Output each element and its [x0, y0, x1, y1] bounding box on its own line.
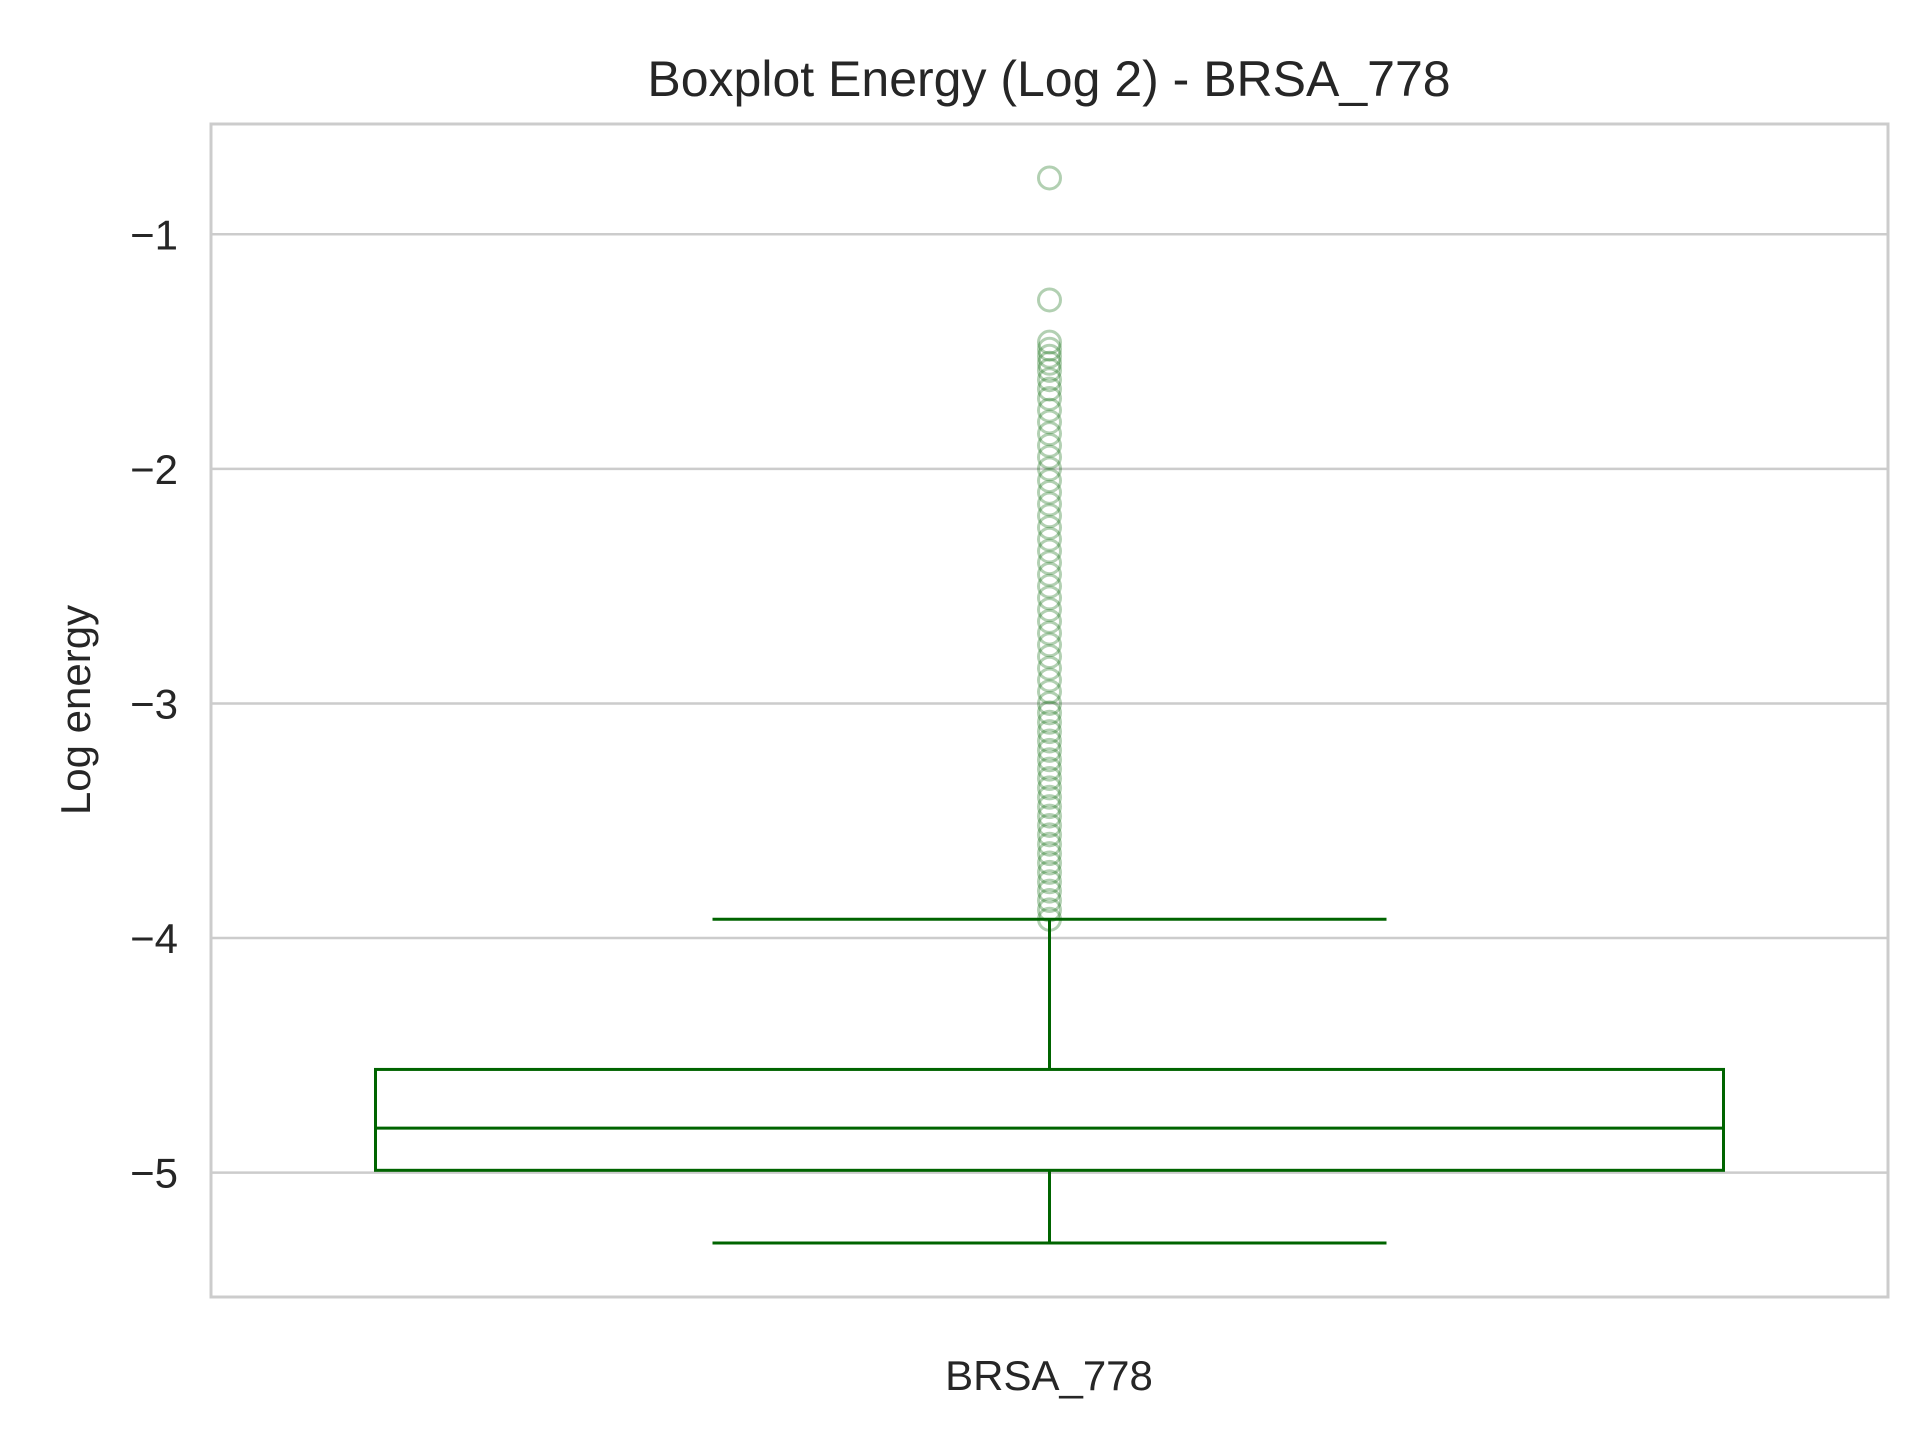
outlier-point	[1037, 850, 1062, 876]
y-tick-label: −3	[130, 680, 178, 727]
outlier-point	[1037, 409, 1062, 435]
outlier-point	[1037, 526, 1062, 552]
outlier-point	[1037, 357, 1062, 383]
outlier-point	[1037, 336, 1062, 362]
outlier-point	[1037, 620, 1062, 646]
outlier-point	[1037, 376, 1062, 402]
outlier-point	[1037, 841, 1062, 867]
outlier-point	[1037, 468, 1062, 494]
outlier-point	[1037, 479, 1062, 505]
outlier-point	[1037, 667, 1062, 693]
outlier-point	[1037, 421, 1062, 447]
y-tick-label: −5	[130, 1150, 178, 1197]
outlier-point	[1037, 444, 1062, 470]
outlier-point	[1037, 794, 1062, 820]
outlier-point	[1037, 655, 1062, 681]
outlier-point	[1037, 343, 1062, 369]
iqr-box	[374, 1067, 1725, 1172]
box-layer	[374, 917, 1725, 1245]
outlier-point	[1037, 888, 1062, 914]
outlier-point	[1037, 561, 1062, 587]
outlier-point	[1037, 385, 1062, 411]
outlier-point	[1037, 287, 1062, 313]
outlier-point	[1037, 550, 1062, 576]
x-tick-label: BRSA_778	[945, 1352, 1153, 1399]
y-tick-label: −2	[130, 446, 178, 493]
outlier-point	[1037, 831, 1062, 857]
outlier-point	[1037, 608, 1062, 634]
outlier-point	[1037, 679, 1062, 705]
outlier-point	[1037, 397, 1062, 423]
outlier-point	[1037, 456, 1062, 482]
outlier-point	[1037, 822, 1062, 848]
outlier-point	[1037, 350, 1062, 376]
plot-frame	[209, 122, 1890, 1299]
outlier-point	[1037, 700, 1062, 726]
outlier-point	[1037, 803, 1062, 829]
outlier-point	[1037, 756, 1062, 782]
outlier-point	[1037, 859, 1062, 885]
outlier-point	[1037, 538, 1062, 564]
outlier-point	[1037, 329, 1062, 355]
outlier-point	[1037, 728, 1062, 754]
outlier-point	[1037, 775, 1062, 801]
outlier-point	[1037, 432, 1062, 458]
outlier-point	[1037, 906, 1062, 932]
outlier-point	[1037, 515, 1062, 541]
outlier-point	[1037, 737, 1062, 763]
y-axis-label: Log energy	[52, 605, 99, 815]
outlier-point	[1037, 491, 1062, 517]
chart-title: Boxplot Energy (Log 2) - BRSA_778	[647, 51, 1450, 107]
y-tick-layer: −1 −2 −3 −4 −5	[130, 211, 178, 1196]
outlier-point	[1037, 597, 1062, 623]
outlier-point	[1037, 644, 1062, 670]
outlier-point	[1037, 573, 1062, 599]
outlier-point	[1037, 747, 1062, 773]
y-tick-label: −4	[130, 915, 178, 962]
outlier-point	[1037, 766, 1062, 792]
outlier-point	[1037, 869, 1062, 895]
outlier-point	[1037, 709, 1062, 735]
outlier-point	[1037, 784, 1062, 810]
outlier-point	[1037, 719, 1062, 745]
outlier-layer	[1037, 165, 1062, 932]
outlier-point	[1037, 690, 1062, 716]
outlier-point	[1037, 503, 1062, 529]
outlier-point	[1037, 897, 1062, 923]
outlier-point	[1037, 632, 1062, 658]
outlier-point	[1037, 812, 1062, 838]
outlier-point	[1037, 585, 1062, 611]
outlier-point	[1037, 165, 1062, 191]
y-tick-label: −1	[130, 211, 178, 258]
outlier-point	[1037, 367, 1062, 393]
outlier-point	[1037, 878, 1062, 904]
